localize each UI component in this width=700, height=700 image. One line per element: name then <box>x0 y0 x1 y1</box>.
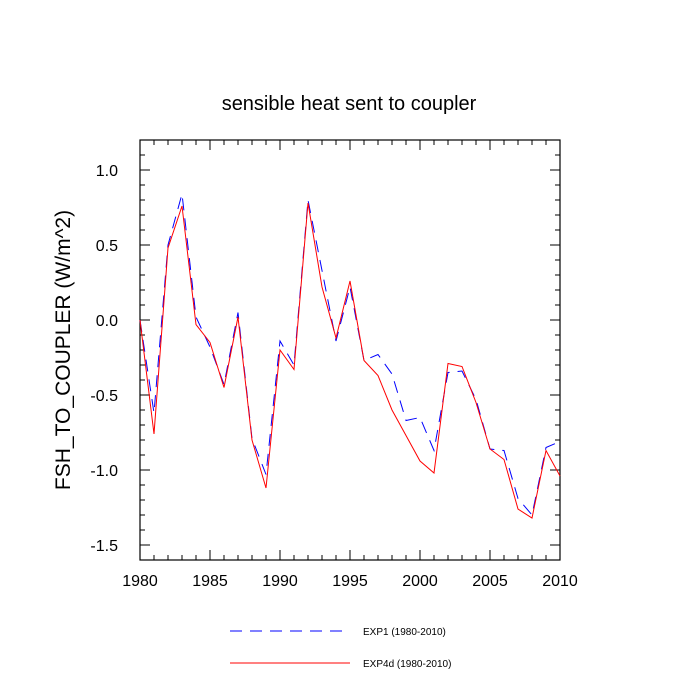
legend: EXP1 (1980-2010) EXP4d (1980-2010) <box>230 627 451 670</box>
x-tick-label: 1990 <box>262 573 298 590</box>
x-tick-label: 2005 <box>472 573 508 590</box>
y-tick-label: 0.5 <box>96 238 118 255</box>
x-tick-label: 1980 <box>122 573 158 590</box>
y-axis-label: FSH_TO_COUPLER (W/m^2) <box>52 210 75 490</box>
x-tick-label: 2000 <box>402 573 438 590</box>
series-line-2 <box>139 202 561 519</box>
series-line-1 <box>139 193 561 517</box>
y-tick-label: 0.0 <box>96 313 118 330</box>
legend-label-1: EXP1 (1980-2010) <box>363 627 446 638</box>
y-tick-label: -1.5 <box>90 538 118 555</box>
y-tick-label: 1.0 <box>96 163 118 180</box>
y-tick-label: -1.0 <box>90 463 118 480</box>
x-tick-label: 1985 <box>192 573 228 590</box>
chart-title: sensible heat sent to coupler <box>222 93 477 115</box>
plot-frame <box>139 139 561 561</box>
legend-label-2: EXP4d (1980-2010) <box>363 659 451 670</box>
x-tick-label: 2010 <box>542 573 578 590</box>
plot-area: 1980 1985 1990 1995 2000 2005 2010 -1.5 -1.0 -0.5… <box>90 139 578 590</box>
y-tick-label: -0.5 <box>90 388 118 405</box>
x-tick-label: 1995 <box>332 573 368 590</box>
